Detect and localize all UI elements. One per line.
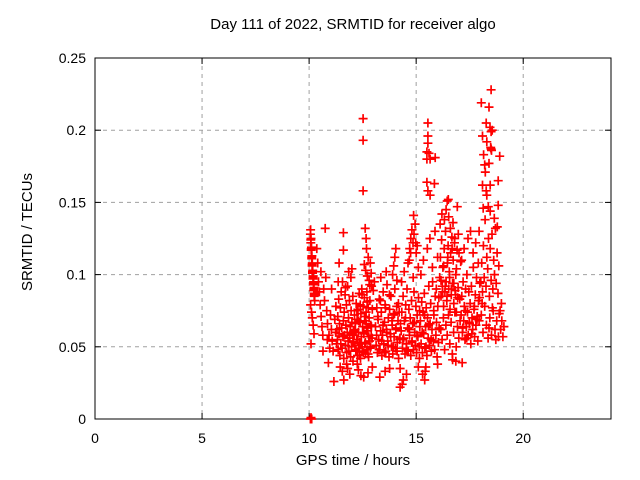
x-axis-label: GPS time / hours [295, 452, 411, 469]
y-tick-label: 0.1 [67, 267, 87, 283]
x-tick-labels: 0 5 10 15 20 [91, 430, 531, 446]
y-tick-label: 0.15 [59, 194, 86, 210]
x-tick-label: 20 [515, 430, 531, 446]
y-tick-labels: 0 0.05 0.1 0.15 0.2 0.25 [59, 50, 86, 427]
y-tick-label: 0.25 [59, 50, 86, 66]
scatter-points [305, 85, 509, 424]
x-tick-label: 5 [198, 430, 206, 446]
plot-border [94, 57, 612, 420]
x-tick-label: 15 [408, 430, 424, 446]
x-tick-label: 10 [301, 430, 317, 446]
x-tick-label: 0 [91, 430, 99, 446]
y-tick-label: 0.2 [67, 122, 87, 138]
chart-title: Day 111 of 2022, SRMTID for receiver alg… [210, 16, 496, 33]
y-tick-label: 0.05 [59, 339, 86, 355]
y-tick-label: 0 [78, 411, 86, 427]
